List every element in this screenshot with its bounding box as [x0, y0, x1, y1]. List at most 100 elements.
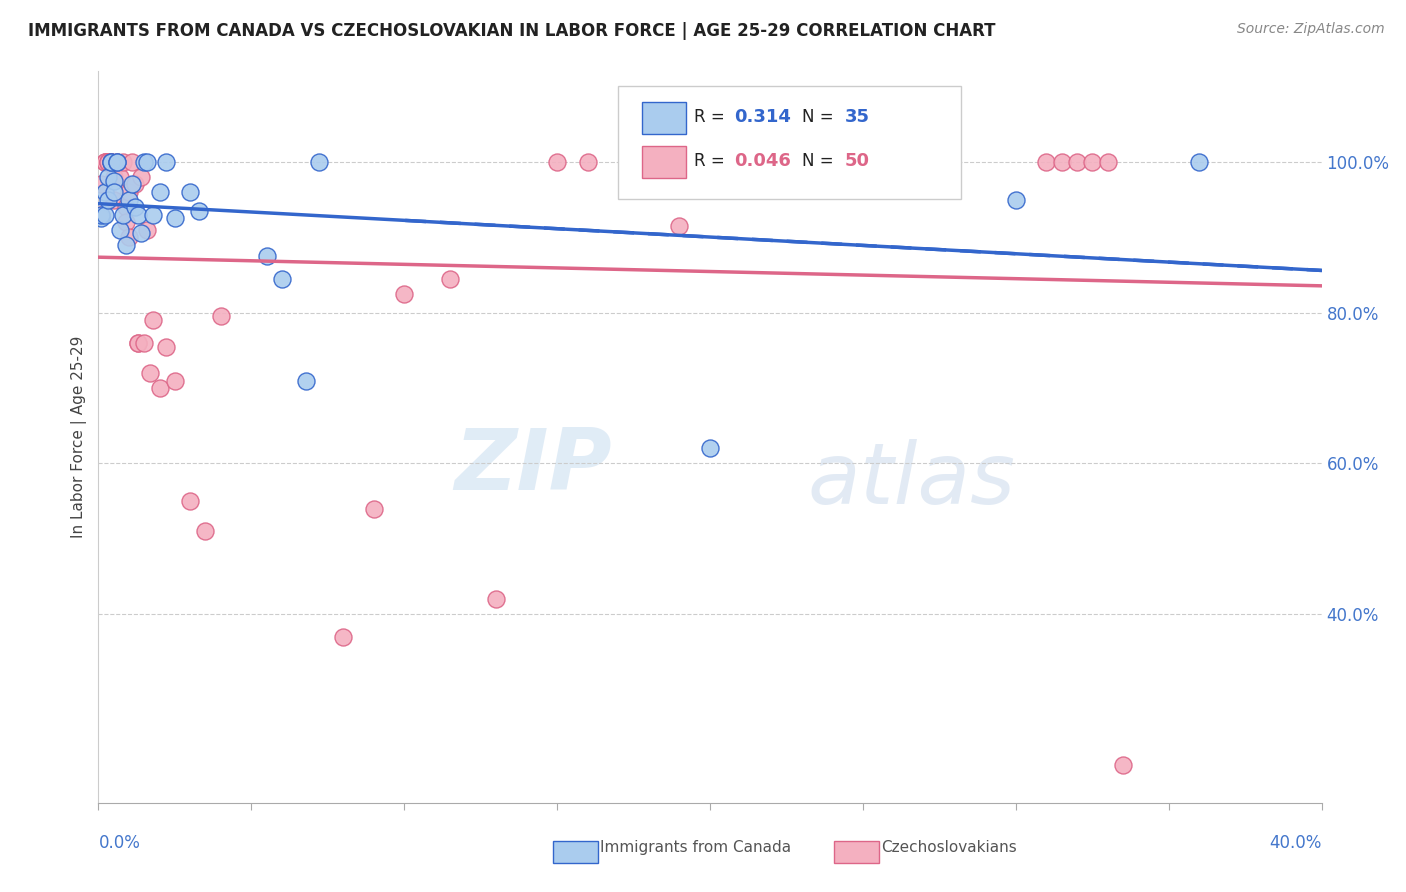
Point	[134, 154, 156, 169]
Point	[93, 185, 115, 199]
Point	[134, 335, 156, 350]
Point	[194, 524, 217, 539]
Point	[129, 227, 152, 241]
Point	[142, 313, 165, 327]
Point	[188, 203, 211, 218]
Point	[139, 366, 162, 380]
FancyBboxPatch shape	[641, 102, 686, 135]
Point	[1004, 193, 1026, 207]
Point	[124, 178, 146, 192]
Point	[295, 374, 318, 388]
Text: 40.0%: 40.0%	[1270, 834, 1322, 852]
Point	[121, 154, 143, 169]
Point	[115, 215, 138, 229]
Text: N =: N =	[801, 153, 838, 170]
Point	[668, 219, 690, 233]
Point	[546, 154, 568, 169]
Point	[163, 211, 186, 226]
Point	[308, 154, 330, 169]
Point	[127, 208, 149, 222]
FancyBboxPatch shape	[641, 146, 686, 178]
Text: Czechoslovakians: Czechoslovakians	[882, 840, 1018, 855]
Point	[136, 223, 159, 237]
Point	[149, 185, 172, 199]
Point	[179, 494, 201, 508]
Point	[179, 185, 201, 199]
FancyBboxPatch shape	[619, 86, 960, 200]
Y-axis label: In Labor Force | Age 25-29: In Labor Force | Age 25-29	[72, 336, 87, 538]
Text: 35: 35	[845, 109, 869, 127]
Point	[270, 271, 292, 285]
Text: 0.046: 0.046	[734, 153, 792, 170]
Point	[118, 193, 141, 207]
Point	[332, 630, 354, 644]
Point	[103, 193, 125, 207]
Text: Immigrants from Canada: Immigrants from Canada	[600, 840, 792, 855]
Text: Source: ZipAtlas.com: Source: ZipAtlas.com	[1237, 22, 1385, 37]
Point	[759, 154, 782, 169]
Point	[115, 237, 138, 252]
Point	[124, 200, 146, 214]
Point	[97, 169, 120, 184]
Point	[93, 154, 115, 169]
Point	[93, 154, 115, 169]
Text: ZIP: ZIP	[454, 425, 612, 508]
Point	[155, 154, 177, 169]
Point	[100, 154, 122, 169]
Point	[155, 340, 177, 354]
Point	[97, 154, 120, 169]
Point	[127, 335, 149, 350]
Point	[363, 501, 385, 516]
Point	[115, 200, 138, 214]
Point	[90, 178, 112, 192]
Point	[1081, 154, 1104, 169]
Point	[485, 592, 508, 607]
Text: atlas: atlas	[808, 440, 1017, 523]
Point	[1112, 758, 1135, 772]
Text: 0.0%: 0.0%	[98, 834, 141, 852]
Point	[118, 230, 141, 244]
Point	[100, 154, 122, 169]
Point	[105, 154, 128, 169]
Point	[93, 154, 115, 169]
Point	[439, 271, 461, 285]
Point	[149, 381, 172, 395]
Point	[108, 223, 131, 237]
Point	[108, 169, 131, 184]
Text: R =: R =	[695, 153, 730, 170]
Text: 50: 50	[845, 153, 869, 170]
Point	[111, 154, 134, 169]
Point	[97, 193, 120, 207]
Point	[103, 185, 125, 199]
Text: R =: R =	[695, 109, 730, 127]
Point	[103, 174, 125, 188]
Point	[105, 154, 128, 169]
Point	[1035, 154, 1057, 169]
Point	[100, 154, 122, 169]
Point	[209, 310, 232, 324]
Point	[127, 335, 149, 350]
Point	[1097, 154, 1119, 169]
Point	[1188, 154, 1211, 169]
Point	[105, 154, 128, 169]
Point	[163, 374, 186, 388]
Point	[1050, 154, 1073, 169]
Point	[118, 185, 141, 199]
Point	[103, 169, 125, 184]
Point	[97, 154, 120, 169]
Point	[90, 208, 112, 222]
Point	[576, 154, 599, 169]
Point	[100, 154, 122, 169]
Text: 0.314: 0.314	[734, 109, 792, 127]
Point	[97, 154, 120, 169]
Point	[136, 154, 159, 169]
Text: IMMIGRANTS FROM CANADA VS CZECHOSLOVAKIAN IN LABOR FORCE | AGE 25-29 CORRELATION: IMMIGRANTS FROM CANADA VS CZECHOSLOVAKIA…	[28, 22, 995, 40]
Point	[90, 208, 112, 222]
Point	[93, 208, 115, 222]
Point	[129, 169, 152, 184]
Point	[392, 286, 416, 301]
Point	[121, 178, 143, 192]
Point	[142, 208, 165, 222]
Point	[111, 208, 134, 222]
Point	[699, 442, 721, 456]
